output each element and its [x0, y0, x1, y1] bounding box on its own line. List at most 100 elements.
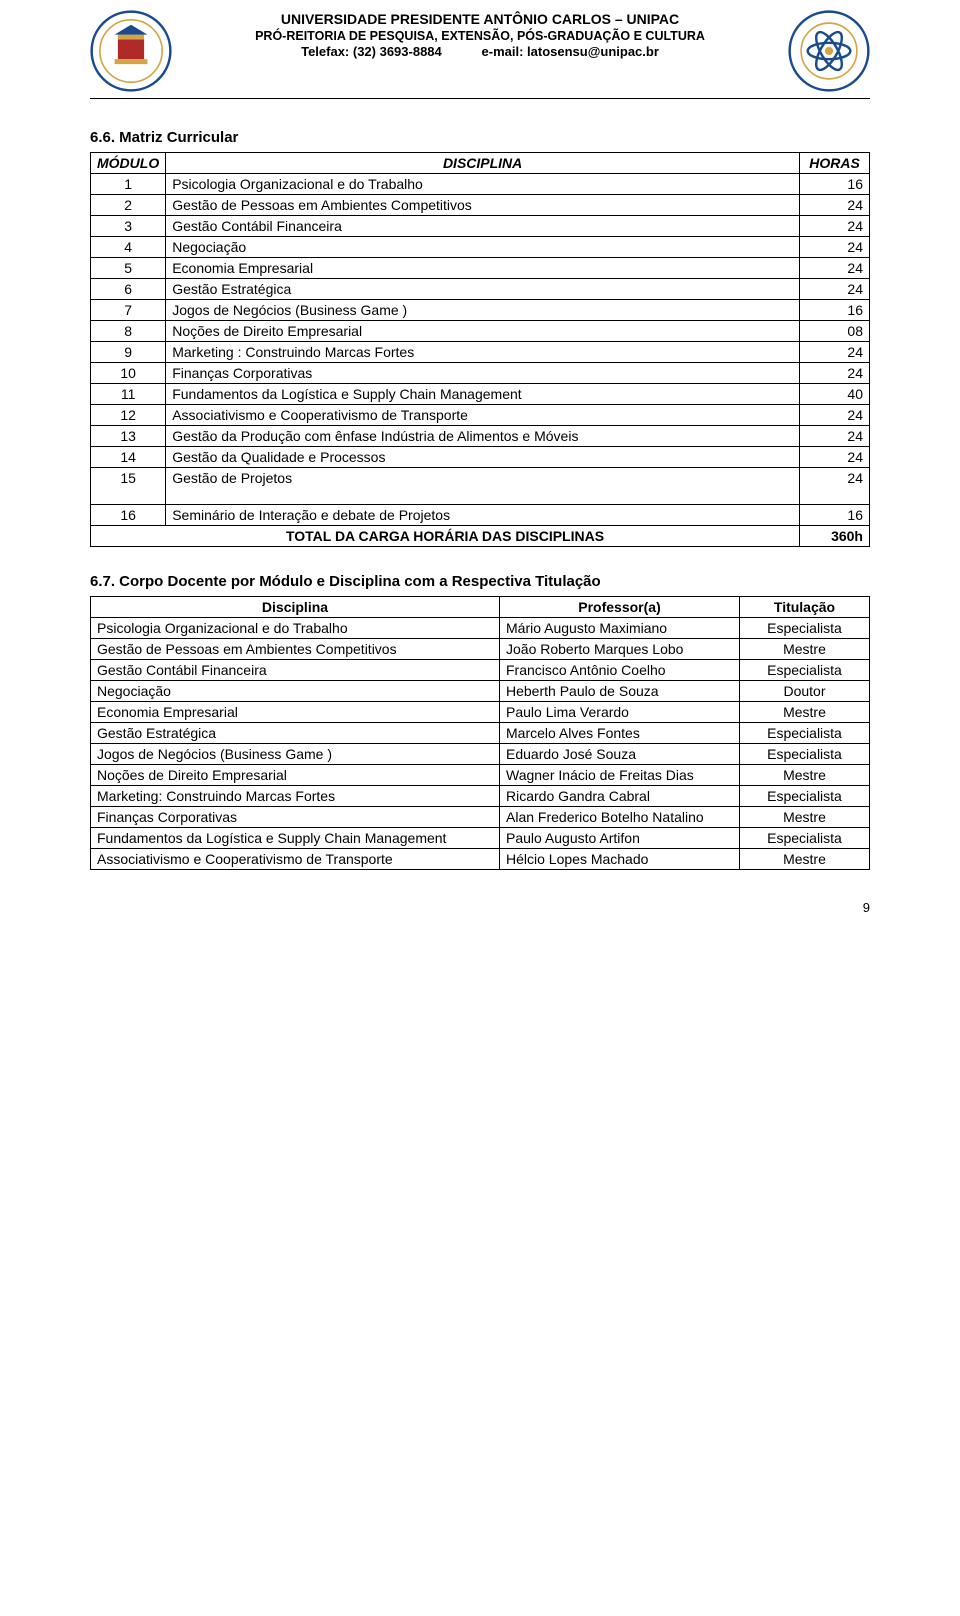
cell-modulo: 7	[91, 300, 166, 321]
cell-disciplina: Negociação	[166, 237, 800, 258]
cell-modulo: 11	[91, 384, 166, 405]
cell-horas: 16	[800, 300, 870, 321]
total-hours: 360h	[800, 526, 870, 547]
cell-modulo: 5	[91, 258, 166, 279]
table-row: 8Noções de Direito Empresarial08	[91, 321, 870, 342]
col-disciplina: Disciplina	[91, 597, 500, 618]
section-67-title: 6.7. Corpo Docente por Módulo e Discipli…	[90, 573, 870, 590]
department-name: PRÓ-REITORIA DE PESQUISA, EXTENSÃO, PÓS-…	[182, 28, 778, 44]
cell-horas: 24	[800, 426, 870, 447]
cell-disciplina: Finanças Corporativas	[91, 807, 500, 828]
cell-professor: Francisco Antônio Coelho	[500, 660, 740, 681]
letterhead-text: UNIVERSIDADE PRESIDENTE ANTÔNIO CARLOS –…	[182, 10, 778, 61]
cell-modulo: 12	[91, 405, 166, 426]
table-row: 5Economia Empresarial24	[91, 258, 870, 279]
table-row: Marketing: Construindo Marcas FortesRica…	[91, 786, 870, 807]
table-row: 16Seminário de Interação e debate de Pro…	[91, 505, 870, 526]
cell-titulacao: Doutor	[740, 681, 870, 702]
cell-disciplina: Psicologia Organizacional e do Trabalho	[166, 174, 800, 195]
col-horas: HORAS	[800, 153, 870, 174]
faculty-table: Disciplina Professor(a) Titulação Psicol…	[90, 596, 870, 870]
cell-modulo: 6	[91, 279, 166, 300]
cell-modulo: 4	[91, 237, 166, 258]
cell-horas: 24	[800, 468, 870, 505]
table-row: Noções de Direito EmpresarialWagner Inác…	[91, 765, 870, 786]
cell-professor: Paulo Lima Verardo	[500, 702, 740, 723]
cell-modulo: 16	[91, 505, 166, 526]
table-row: 3Gestão Contábil Financeira24	[91, 216, 870, 237]
header-divider	[90, 98, 870, 99]
cell-horas: 16	[800, 174, 870, 195]
university-seal-left-icon	[90, 10, 172, 92]
table-row: 9Marketing : Construindo Marcas Fortes24	[91, 342, 870, 363]
cell-horas: 08	[800, 321, 870, 342]
cell-modulo: 15	[91, 468, 166, 505]
cell-disciplina: Finanças Corporativas	[166, 363, 800, 384]
cell-horas: 24	[800, 195, 870, 216]
cell-professor: Hélcio Lopes Machado	[500, 849, 740, 870]
cell-professor: Ricardo Gandra Cabral	[500, 786, 740, 807]
cell-modulo: 3	[91, 216, 166, 237]
cell-disciplina: Noções de Direito Empresarial	[166, 321, 800, 342]
table-row: 7Jogos de Negócios (Business Game )16	[91, 300, 870, 321]
cell-horas: 24	[800, 237, 870, 258]
col-modulo: MÓDULO	[91, 153, 166, 174]
table-header-row: Disciplina Professor(a) Titulação	[91, 597, 870, 618]
total-label: TOTAL DA CARGA HORÁRIA DAS DISCIPLINAS	[91, 526, 800, 547]
cell-disciplina: Seminário de Interação e debate de Proje…	[166, 505, 800, 526]
col-professor: Professor(a)	[500, 597, 740, 618]
cell-disciplina: Associativismo e Cooperativismo de Trans…	[166, 405, 800, 426]
table-row: 15Gestão de Projetos24	[91, 468, 870, 505]
cell-titulacao: Especialista	[740, 786, 870, 807]
curriculum-table: MÓDULO DISCIPLINA HORAS 1Psicologia Orga…	[90, 152, 870, 547]
table-header-row: MÓDULO DISCIPLINA HORAS	[91, 153, 870, 174]
cell-disciplina: Gestão de Projetos	[166, 468, 800, 505]
cell-professor: Heberth Paulo de Souza	[500, 681, 740, 702]
table-row: Gestão EstratégicaMarcelo Alves FontesEs…	[91, 723, 870, 744]
cell-disciplina: Gestão Contábil Financeira	[166, 216, 800, 237]
page-container: UNIVERSIDADE PRESIDENTE ANTÔNIO CARLOS –…	[0, 0, 960, 955]
table-row: 11Fundamentos da Logística e Supply Chai…	[91, 384, 870, 405]
total-row: TOTAL DA CARGA HORÁRIA DAS DISCIPLINAS36…	[91, 526, 870, 547]
table-row: Gestão Contábil FinanceiraFrancisco Antô…	[91, 660, 870, 681]
cell-modulo: 1	[91, 174, 166, 195]
cell-professor: Paulo Augusto Artifon	[500, 828, 740, 849]
cell-titulacao: Especialista	[740, 618, 870, 639]
cell-horas: 24	[800, 405, 870, 426]
cell-titulacao: Especialista	[740, 660, 870, 681]
cell-disciplina: Jogos de Negócios (Business Game )	[91, 744, 500, 765]
cell-disciplina: Negociação	[91, 681, 500, 702]
cell-modulo: 8	[91, 321, 166, 342]
cell-horas: 24	[800, 258, 870, 279]
table-row: Psicologia Organizacional e do TrabalhoM…	[91, 618, 870, 639]
table-row: 14Gestão da Qualidade e Processos24	[91, 447, 870, 468]
cell-horas: 24	[800, 342, 870, 363]
cell-professor: Wagner Inácio de Freitas Dias	[500, 765, 740, 786]
cell-modulo: 10	[91, 363, 166, 384]
cell-professor: João Roberto Marques Lobo	[500, 639, 740, 660]
cell-disciplina: Marketing : Construindo Marcas Fortes	[166, 342, 800, 363]
cell-disciplina: Gestão Estratégica	[166, 279, 800, 300]
cell-disciplina: Fundamentos da Logística e Supply Chain …	[91, 828, 500, 849]
table-row: Jogos de Negócios (Business Game )Eduard…	[91, 744, 870, 765]
col-disciplina: DISCIPLINA	[166, 153, 800, 174]
cell-horas: 40	[800, 384, 870, 405]
cell-disciplina: Associativismo e Cooperativismo de Trans…	[91, 849, 500, 870]
cell-disciplina: Jogos de Negócios (Business Game )	[166, 300, 800, 321]
table-row: Economia EmpresarialPaulo Lima VerardoMe…	[91, 702, 870, 723]
cell-titulacao: Mestre	[740, 765, 870, 786]
page-number: 9	[90, 900, 870, 915]
university-name: UNIVERSIDADE PRESIDENTE ANTÔNIO CARLOS –…	[182, 10, 778, 28]
table-row: 6Gestão Estratégica24	[91, 279, 870, 300]
table-row: Finanças CorporativasAlan Frederico Bote…	[91, 807, 870, 828]
cell-horas: 24	[800, 363, 870, 384]
cell-titulacao: Mestre	[740, 639, 870, 660]
cell-disciplina: Gestão de Pessoas em Ambientes Competiti…	[91, 639, 500, 660]
col-titulacao: Titulação	[740, 597, 870, 618]
table-row: Fundamentos da Logística e Supply Chain …	[91, 828, 870, 849]
cell-modulo: 2	[91, 195, 166, 216]
cell-horas: 24	[800, 216, 870, 237]
cell-horas: 24	[800, 447, 870, 468]
cell-titulacao: Mestre	[740, 807, 870, 828]
cell-disciplina: Noções de Direito Empresarial	[91, 765, 500, 786]
